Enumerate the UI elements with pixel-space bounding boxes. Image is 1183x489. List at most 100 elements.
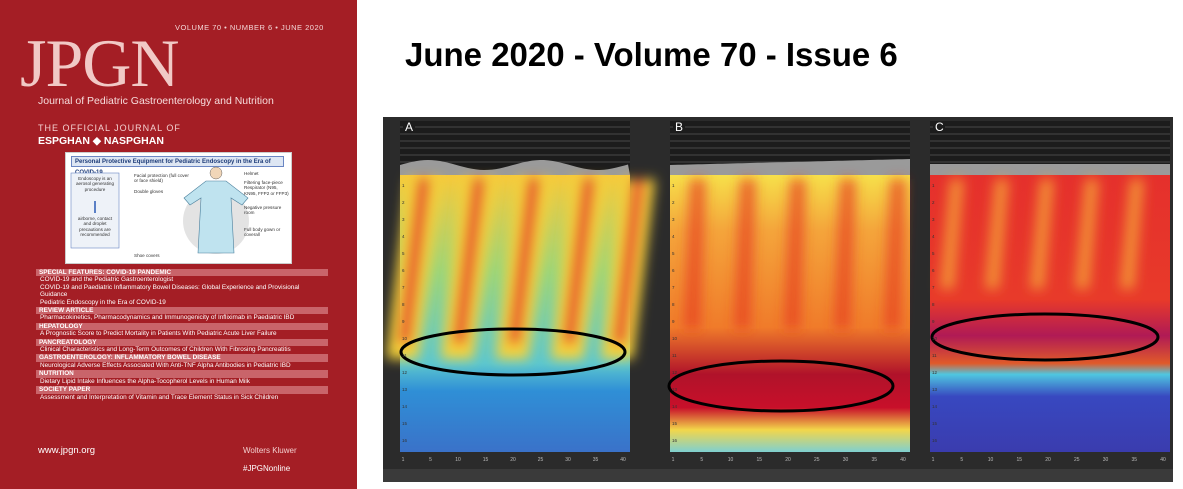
x-tick-label: 15 [756,457,762,463]
header-trace [670,159,910,175]
y-tick-label: 4 [672,234,675,239]
x-tick-label: 15 [483,457,489,463]
x-tick-label: 5 [429,457,432,463]
y-tick-label: 3 [932,217,935,222]
y-tick-label: 7 [402,285,405,290]
y-tick-label: 11 [672,353,677,358]
inset-label: Filtering face-piece Respirator (N95, KN… [244,180,289,196]
x-tick-label: 30 [565,457,571,463]
pressure-band [1030,179,1054,289]
y-tick-label: 16 [932,438,938,443]
inset-label: Facial protection (full cover or face sh… [134,173,189,184]
y-tick-label: 3 [672,217,675,222]
x-tick-label: 30 [1103,457,1109,463]
pressure-band [398,179,430,344]
y-tick-label: 7 [672,285,675,290]
pressure-band [684,179,706,329]
y-tick-label: 9 [672,319,675,324]
y-tick-label: 9 [402,319,405,324]
y-tick-label: 10 [402,336,408,341]
article-title: Pharmacokinetics, Pharmacodynamics and I… [40,314,295,322]
y-tick-label: 13 [932,387,938,392]
decoration [183,180,249,254]
x-tick-label: 40 [900,457,906,463]
pressure-band [563,179,595,344]
inset-label: Helmet [244,171,259,176]
decoration [209,166,223,180]
article-title: Assessment and Interpretation of Vitamin… [40,393,279,401]
y-tick-label: 7 [932,285,935,290]
section-heading: REVIEW ARTICLE [36,307,328,315]
heatmap-bands [684,179,906,329]
y-tick-label: 1 [932,183,935,188]
journal-name: Journal of Pediatric Gastroenterology an… [38,95,274,107]
x-tick-label: 25 [538,457,544,463]
x-tick-label: 30 [843,457,849,463]
y-tick-label: 8 [932,302,935,307]
y-tick-label: 2 [932,200,935,205]
x-tick-label: 1 [402,457,405,463]
section-heading: PANCREATOLOGY [36,338,328,347]
y-tick-label: 6 [932,268,935,273]
y-tick-label: 12 [932,370,938,375]
y-tick-label: 15 [932,421,938,426]
article-title: COVID-19 and Paediatric Inflammatory Bow… [40,283,300,299]
logo: JPGN [20,25,179,101]
x-tick-label: 40 [620,457,626,463]
y-tick-label: 4 [402,234,405,239]
y-tick-label: 5 [672,251,675,256]
article-title: COVID-19 and the Pediatric Gastroenterol… [40,276,174,284]
x-tick-label: 20 [1045,457,1051,463]
x-tick-label: 10 [455,457,461,463]
y-tick-label: 8 [672,302,675,307]
y-tick-label: 13 [672,387,678,392]
pressure-band [1075,179,1099,289]
label-bg [403,121,415,133]
highlight-ellipse [930,312,1160,362]
x-tick-label: 20 [510,457,516,463]
x-tick-label: 10 [728,457,734,463]
inset-figure: Personal Protective Equipment for Pediat… [65,152,292,264]
y-tick-label: 13 [402,387,408,392]
pressure-band [940,179,964,289]
pressure-band [613,179,645,344]
website: www.jpgn.org [38,445,96,456]
y-tick-label: 3 [402,217,405,222]
y-tick-label: 11 [402,353,407,358]
y-tick-label: 11 [932,353,937,358]
panel-label: B [675,120,683,134]
publisher: Wolters Kluwer [243,446,297,455]
article-title: A Prognostic Score to Predict Mortality … [40,330,277,338]
manometry-figure: A1 5 10 15 20 25 30 35 4012345678910111213141516… [383,117,1173,482]
section-heading: GASTROENTEROLOGY: INFLAMMATORY BOWEL DIS… [36,354,328,362]
header-trace [930,164,1170,175]
x-tick-label: 35 [871,457,877,463]
pressure-band [985,179,1009,289]
article-title: Pediatric Endoscopy in the Era of COVID-… [40,298,166,306]
article-title: Dietary Lipid Intake Influences the Alph… [40,377,250,385]
pressure-band [784,179,806,329]
y-tick-label: 14 [932,404,938,409]
section-heading: HEPATOLOGY [36,322,328,331]
label-bg [933,121,945,133]
inset-label: airborne, contact and droplet precaution… [77,216,113,238]
y-tick-label: 8 [402,302,405,307]
y-tick-label: 4 [932,234,935,239]
y-tick-label: 9 [932,319,935,324]
inset-label: Double gloves [134,189,164,194]
y-tick-label: 1 [402,183,405,188]
section-heading: SOCIETY PAPER [36,386,328,394]
x-tick-label: 35 [1131,457,1137,463]
y-tick-label: 15 [672,421,678,426]
societies: ESPGHAN ◆ NASPGHAN [38,135,164,147]
x-tick-label: 20 [785,457,791,463]
hashtag: #JPGNonline [243,464,291,473]
y-tick-label: 10 [932,336,938,341]
y-tick-label: 6 [672,268,675,273]
official-line: THE OFFICIAL JOURNAL OF [38,123,181,133]
y-tick-label: 12 [402,370,408,375]
y-tick-label: 12 [672,370,678,375]
